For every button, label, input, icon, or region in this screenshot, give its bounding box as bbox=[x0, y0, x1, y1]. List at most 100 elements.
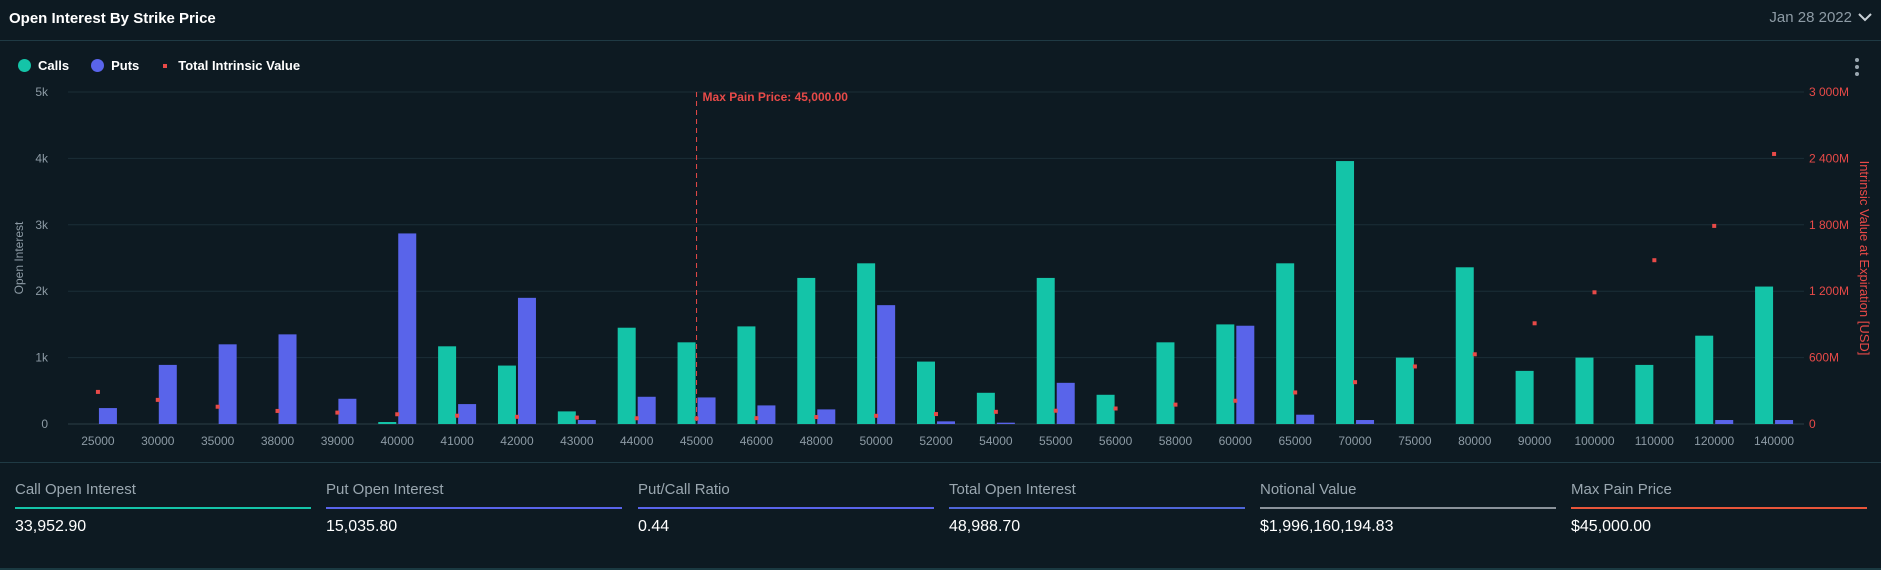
y-tick-label: 4k bbox=[35, 151, 49, 165]
header: Open Interest By Strike Price Jan 28 202… bbox=[0, 0, 1881, 41]
more-options-icon[interactable] bbox=[1852, 58, 1862, 78]
intrinsic-value-point bbox=[1173, 402, 1178, 407]
call-bar bbox=[1036, 277, 1055, 424]
x-tick-label: 52000 bbox=[919, 434, 953, 448]
bottom-divider bbox=[0, 568, 1881, 570]
call-bar bbox=[857, 263, 876, 424]
chevron-down-icon bbox=[1858, 13, 1872, 22]
intrinsic-value-point bbox=[155, 397, 160, 402]
intrinsic-value-point bbox=[395, 412, 400, 417]
call-bar bbox=[1755, 286, 1774, 424]
x-tick-label: 44000 bbox=[620, 434, 654, 448]
call-bar bbox=[557, 411, 576, 424]
call-bar bbox=[917, 361, 935, 424]
x-tick-label: 45000 bbox=[680, 434, 714, 448]
put-bar bbox=[577, 420, 596, 424]
stat-label: Put Open Interest bbox=[326, 481, 444, 498]
stat-value: 48,988.70 bbox=[949, 518, 1021, 535]
y-tick-label: 1k bbox=[35, 351, 49, 365]
x-tick-label: 43000 bbox=[560, 434, 594, 448]
x-tick-label: 40000 bbox=[381, 434, 415, 448]
x-tick-label: 39000 bbox=[321, 434, 355, 448]
intrinsic-value-point bbox=[514, 414, 519, 419]
x-tick-label: 42000 bbox=[500, 434, 534, 448]
put-bar bbox=[398, 233, 417, 424]
x-tick-label: 30000 bbox=[141, 434, 175, 448]
intrinsic-value-point bbox=[95, 389, 100, 394]
put-bar bbox=[877, 305, 896, 424]
y2-tick-label: 2 400M bbox=[1809, 151, 1849, 165]
y2-tick-label: 600M bbox=[1809, 351, 1839, 365]
x-tick-label: 120000 bbox=[1694, 434, 1734, 448]
legend-item-puts[interactable]: Puts bbox=[91, 58, 139, 73]
stat-underline bbox=[638, 507, 934, 509]
intrinsic-value-point bbox=[634, 416, 639, 421]
call-bar bbox=[737, 326, 756, 424]
call-bar bbox=[1695, 335, 1714, 424]
stat-underline bbox=[326, 507, 622, 509]
call-bar bbox=[1216, 324, 1235, 424]
put-bar bbox=[637, 396, 656, 424]
stat-value: $1,996,160,194.83 bbox=[1260, 518, 1394, 535]
y2-tick-label: 1 800M bbox=[1809, 218, 1849, 232]
x-tick-label: 35000 bbox=[201, 434, 235, 448]
put-bar bbox=[1056, 382, 1075, 424]
put-bar bbox=[98, 408, 117, 424]
call-bar bbox=[1336, 161, 1355, 424]
intrinsic-value-point bbox=[1772, 151, 1777, 156]
call-bar bbox=[497, 365, 516, 424]
stat-value: 33,952.90 bbox=[15, 518, 87, 535]
intrinsic-value-point bbox=[1053, 408, 1058, 413]
intrinsic-value-point bbox=[1592, 290, 1597, 295]
put-bar bbox=[218, 344, 237, 424]
put-bar bbox=[937, 421, 955, 424]
call-bar bbox=[1575, 357, 1594, 424]
intrinsic-value-point bbox=[814, 415, 819, 420]
put-bar bbox=[757, 405, 776, 424]
put-bar bbox=[1296, 414, 1315, 424]
stat-underline bbox=[1571, 507, 1867, 509]
put-bar bbox=[1356, 420, 1375, 424]
call-bar bbox=[976, 392, 995, 424]
stat-label: Notional Value bbox=[1260, 481, 1357, 498]
intrinsic-value-point bbox=[1652, 258, 1657, 263]
call-bar bbox=[617, 327, 636, 424]
expiry-date-dropdown[interactable]: Jan 28 2022 bbox=[1769, 9, 1872, 26]
x-tick-label: 54000 bbox=[979, 434, 1013, 448]
y2-tick-label: 1 200M bbox=[1809, 284, 1849, 298]
intrinsic-value-point bbox=[1472, 352, 1477, 357]
call-bar bbox=[1395, 357, 1414, 424]
intrinsic-value-point bbox=[934, 412, 938, 417]
x-tick-label: 50000 bbox=[859, 434, 893, 448]
legend-item-intrinsic-value[interactable]: Total Intrinsic Value bbox=[161, 58, 300, 73]
x-tick-label: 48000 bbox=[800, 434, 834, 448]
x-tick-label: 140000 bbox=[1754, 434, 1794, 448]
stat-label: Total Open Interest bbox=[949, 481, 1076, 498]
legend-item-calls[interactable]: Calls bbox=[18, 58, 69, 73]
stat-value: 0.44 bbox=[638, 518, 670, 535]
intrinsic-value-point bbox=[1233, 398, 1238, 403]
expiry-date-value: Jan 28 2022 bbox=[1769, 9, 1852, 26]
max-pain-label: Max Pain Price: 45,000.00 bbox=[703, 90, 849, 104]
stat-underline bbox=[949, 507, 1245, 509]
y-tick-label: 5k bbox=[35, 85, 49, 99]
put-bar bbox=[338, 398, 357, 424]
call-bar bbox=[677, 342, 696, 424]
x-tick-label: 90000 bbox=[1518, 434, 1552, 448]
y2-axis-title: Intrinsic Value at Expiration [USD] bbox=[1857, 161, 1872, 356]
intrinsic-value-point bbox=[1712, 223, 1717, 228]
x-tick-label: 56000 bbox=[1099, 434, 1133, 448]
stat-value: $45,000.00 bbox=[1571, 518, 1652, 535]
intrinsic-value-point bbox=[993, 409, 998, 414]
intrinsic-value-point bbox=[1412, 364, 1417, 369]
y-axis-title: Open Interest bbox=[12, 221, 26, 294]
legend-marker-intrinsic-value bbox=[163, 63, 168, 68]
y2-tick-label: 0 bbox=[1809, 417, 1816, 431]
stat-underline bbox=[15, 507, 311, 509]
x-tick-label: 110000 bbox=[1635, 434, 1674, 448]
put-bar bbox=[517, 297, 536, 424]
legend-label-puts: Puts bbox=[111, 58, 140, 73]
legend-label-intrinsic-value: Total Intrinsic Value bbox=[178, 58, 301, 73]
x-tick-label: 25000 bbox=[81, 434, 115, 448]
legend-label-calls: Calls bbox=[38, 58, 70, 73]
